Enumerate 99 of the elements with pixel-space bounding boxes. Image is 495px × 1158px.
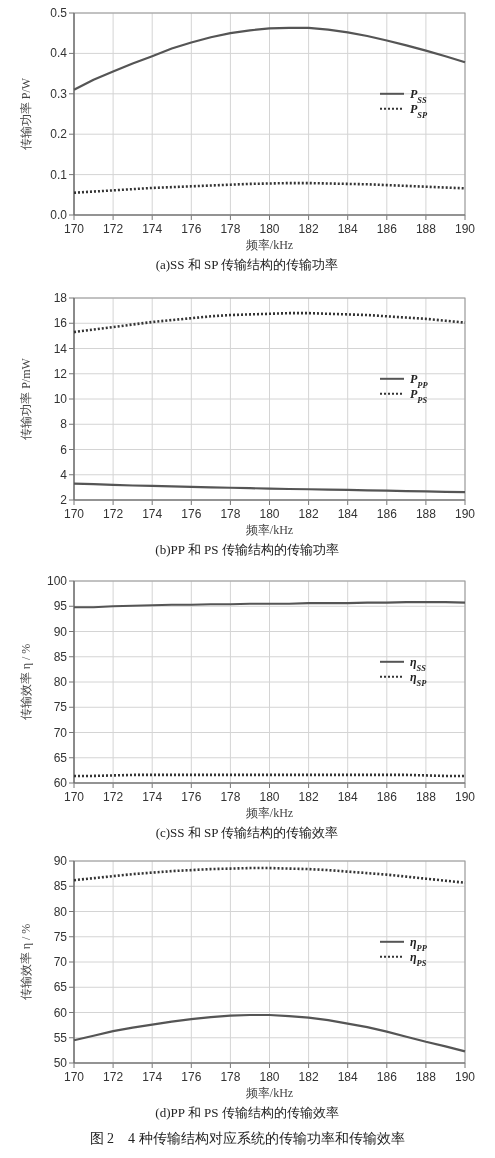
y-tick-label: 85 [53, 879, 68, 894]
y-axis-title: 传输功率 P/W [19, 77, 33, 151]
y-tick-label: 75 [53, 700, 68, 715]
x-tick-label: 186 [376, 790, 398, 804]
x-tick-label: 172 [103, 507, 124, 521]
x-tick-label: 172 [103, 1070, 124, 1084]
x-tick-label: 180 [259, 790, 280, 804]
y-tick-label: 50 [53, 1056, 68, 1070]
x-tick-label: 174 [142, 222, 163, 236]
y-axis-title: 传输效率 η / % [19, 643, 33, 721]
x-tick-label: 178 [220, 1070, 241, 1084]
x-tick-label: 184 [337, 222, 359, 236]
line-series [72, 26, 467, 91]
y-tick-label: 14 [53, 341, 68, 356]
x-tick-label: 170 [63, 1070, 85, 1084]
y-tick-label: 80 [53, 675, 68, 689]
legend-label: η$_{PP}$ [410, 934, 428, 953]
text: (b)PP 和 PS 传输结构的传输功率 [155, 542, 339, 557]
y-axis-title: 传输效率 η / % [19, 923, 33, 1001]
x-tick-label: 178 [220, 507, 241, 521]
x-tick-label: 190 [454, 1070, 476, 1084]
y-tick-label: 100 [46, 574, 68, 588]
x-tick-label: 182 [298, 790, 319, 804]
x-tick-label: 182 [298, 222, 319, 236]
y-tick-label: 8 [60, 417, 68, 432]
caption: 图 2 4 种传输结构对应系统的传输功率和传输效率 [89, 1131, 405, 1146]
y-tick-label: 2 [60, 493, 68, 507]
x-tick-label: 176 [181, 507, 202, 521]
y-tick-label: 80 [53, 904, 68, 919]
x-tick-label: 176 [181, 222, 202, 236]
y-tick-label: 10 [53, 392, 68, 406]
y-tick-label: 0.3 [50, 86, 68, 101]
x-tick-label: 186 [376, 222, 398, 236]
x-axis-title: 频率/kHz [245, 806, 294, 820]
y-tick-label: 60 [53, 776, 68, 790]
x-tick-label: 184 [337, 507, 359, 521]
y-tick-label: 0.0 [50, 208, 68, 222]
y-tick-label: 65 [53, 980, 68, 995]
x-tick-label: 178 [220, 790, 241, 804]
x-axis-title: 频率/kHz [245, 1086, 294, 1100]
y-tick-label: 70 [53, 725, 68, 740]
x-tick-label: 174 [142, 507, 163, 521]
line-series [72, 181, 467, 195]
y-tick-label: 0.1 [50, 167, 68, 182]
y-tick-label: 55 [53, 1030, 68, 1045]
x-tick-label: 174 [142, 1070, 163, 1084]
legend-label: η$_{SS}$ [410, 654, 427, 673]
x-tick-label: 188 [415, 507, 437, 521]
y-tick-label: 16 [53, 316, 68, 331]
y-tick-label: 90 [53, 624, 68, 639]
x-axis-title: 频率/kHz [245, 523, 294, 537]
x-tick-label: 172 [103, 790, 124, 804]
x-tick-label: 180 [259, 222, 280, 236]
line-series [72, 1013, 467, 1053]
y-tick-label: 95 [53, 599, 68, 614]
y-tick-label: 6 [60, 442, 68, 457]
text: P [410, 371, 418, 386]
y-tick-label: 18 [53, 291, 68, 305]
x-tick-label: 178 [220, 222, 241, 236]
line-series [72, 482, 467, 494]
y-tick-label: 60 [53, 1005, 68, 1020]
y-tick-label: 0.5 [50, 6, 68, 20]
x-tick-label: 186 [376, 507, 398, 521]
x-tick-label: 180 [259, 507, 280, 521]
y-tick-label: 65 [53, 750, 68, 765]
y-tick-label: 75 [53, 929, 68, 944]
y-tick-label: 12 [53, 366, 68, 381]
y-tick-label: 0.2 [50, 127, 68, 142]
x-tick-label: 170 [63, 790, 85, 804]
x-tick-label: 188 [415, 1070, 437, 1084]
text: (d)PP 和 PS 传输结构的传输效率 [155, 1105, 339, 1120]
x-tick-label: 190 [454, 222, 476, 236]
x-tick-label: 174 [142, 790, 163, 804]
x-tick-label: 170 [63, 507, 85, 521]
x-tick-label: 188 [415, 222, 437, 236]
x-tick-label: 190 [454, 790, 476, 804]
text: (c)SS 和 SP 传输结构的传输效率 [155, 825, 339, 840]
x-tick-label: 172 [103, 222, 124, 236]
x-tick-label: 182 [298, 507, 319, 521]
legend-label: P$_{SS}$ [410, 86, 427, 105]
x-tick-label: 184 [337, 790, 359, 804]
text: (a)SS 和 SP 传输结构的传输功率 [155, 257, 339, 272]
y-axis-title: 传输功率 P/mW [19, 357, 33, 440]
y-tick-label: 85 [53, 649, 68, 664]
x-tick-label: 176 [181, 1070, 202, 1084]
x-tick-label: 186 [376, 1070, 398, 1084]
x-tick-label: 188 [415, 790, 437, 804]
y-tick-label: 0.4 [50, 46, 68, 61]
x-tick-label: 176 [181, 790, 202, 804]
x-tick-label: 180 [259, 1070, 280, 1084]
x-tick-label: 190 [454, 507, 476, 521]
x-tick-label: 170 [63, 222, 85, 236]
y-tick-label: 70 [53, 955, 68, 969]
y-tick-label: 4 [60, 467, 68, 482]
x-axis-title: 频率/kHz [245, 238, 294, 252]
y-tick-label: 90 [53, 854, 68, 868]
x-tick-label: 184 [337, 1070, 359, 1084]
x-tick-label: 182 [298, 1070, 319, 1084]
text: PS [417, 395, 428, 405]
